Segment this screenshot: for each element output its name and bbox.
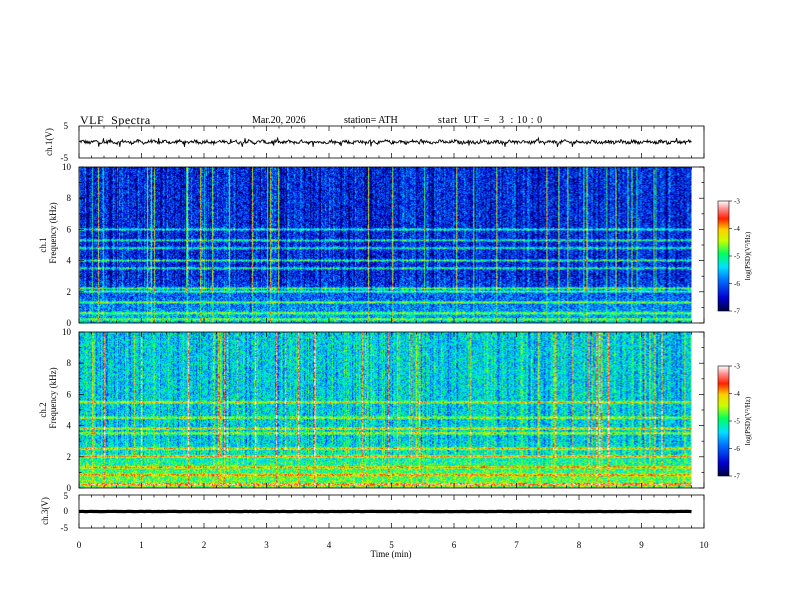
station-label: station= ATH [344, 115, 398, 126]
ch1-spectrogram-ticks [78, 167, 705, 323]
ch2-spectrogram-ticks [78, 332, 705, 488]
ch2-colorbar-ticks: -3 -4 -5 -6 -7 [729, 363, 740, 481]
ch1-ylabel-frequency: Frequency (kHz) [48, 202, 58, 263]
ch1-ylabel: ch.1(V) [44, 128, 54, 156]
ch1-ytick-bottom: -5 [61, 153, 69, 163]
x-tick-label: 3 [264, 540, 269, 550]
ch2-ylabel-frequency: Frequency (kHz) [48, 367, 58, 428]
ch2-colorbar: -3 -4 -5 -6 -7 log(PSD)(V²/Hz) [717, 363, 752, 481]
y-tick-label: 4 [67, 256, 72, 266]
ch1-y-tick-labels: 0 2 4 6 8 10 [62, 162, 704, 328]
start-ut-label: start UT = 3 : 10 : 0 [438, 115, 543, 126]
x-tick-label: 0 [77, 540, 82, 550]
x-tick-label: 5 [389, 540, 394, 550]
ch2-colorbar-label: log(PSD)(V²/Hz) [744, 396, 752, 445]
x-tick-label: 2 [202, 540, 207, 550]
x-tick-label: 1 [139, 540, 144, 550]
y-tick-label: 0 [67, 483, 72, 493]
figure-title: VLF Spectra [80, 113, 151, 127]
ch3-x-ticks [78, 495, 705, 528]
ch2-ylabel-channel: ch.2 [38, 402, 48, 417]
y-tick-label: 8 [67, 358, 72, 368]
x-tick-label: 6 [452, 540, 457, 550]
ch1-colorbar-label: log(PSD)(V²/Hz) [744, 231, 752, 280]
colorbar-tick-label: -5 [734, 253, 740, 261]
y-tick-label: 2 [67, 287, 72, 297]
ch1-spectrogram-panel: 0 2 4 6 8 10 ch.1 Frequency (kHz) [38, 162, 705, 328]
colorbar-tick-label: -7 [734, 308, 740, 316]
ch3-waveform-panel: 5 0 -5 ch.3(V) 0 1 2 3 4 5 6 7 8 9 10 Time (min) [40, 491, 709, 559]
x-axis-tick-labels: 0 1 2 3 4 5 6 7 8 9 10 [77, 540, 709, 550]
ch3-ytick-bottom: -5 [61, 523, 69, 533]
ch1-colorbar-ticks: -3 -4 -5 -6 -7 [729, 198, 740, 316]
y-tick-label: 0 [67, 318, 72, 328]
ch1-spectrogram-image [79, 167, 692, 323]
x-tick-label: 4 [327, 540, 332, 550]
ch1-x-ticks [78, 126, 705, 158]
y-tick-label: 8 [67, 193, 72, 203]
y-tick-label: 6 [67, 224, 72, 234]
ch3-ytick-top: 5 [64, 491, 69, 501]
x-axis-label: Time (min) [371, 549, 412, 559]
ch1-colorbar: -3 -4 -5 -6 -7 log(PSD)(V²/Hz) [717, 198, 752, 316]
y-tick-label: 4 [67, 421, 72, 431]
colorbar-tick-label: -6 [734, 280, 740, 288]
colorbar-tick-label: -4 [734, 390, 740, 398]
y-tick-label: 10 [62, 162, 72, 172]
ch1-waveform-panel: 5 -5 ch.1(V) [44, 121, 705, 163]
y-tick-label: 2 [67, 452, 72, 462]
colorbar-tick-label: -4 [734, 225, 740, 233]
ch2-spectrogram-image [79, 332, 692, 488]
ch2-y-tick-labels: 0 2 4 6 8 10 [62, 327, 704, 493]
ch2-colorbar-gradient [717, 365, 730, 477]
ch3-ylabel: ch.3(V) [40, 497, 50, 525]
colorbar-tick-label: -5 [734, 418, 740, 426]
ch1-ytick-top: 5 [64, 121, 69, 131]
y-tick-label: 10 [62, 327, 72, 337]
colorbar-tick-label: -7 [734, 473, 740, 481]
ch1-ylabel-channel: ch.1 [38, 237, 48, 252]
x-tick-label: 7 [514, 540, 519, 550]
ch1-colorbar-gradient [717, 200, 730, 312]
colorbar-tick-label: -3 [734, 363, 740, 371]
ch1-waveform-line [78, 136, 692, 147]
x-tick-label: 9 [639, 540, 644, 550]
x-tick-label: 10 [700, 540, 710, 550]
colorbar-tick-label: -3 [734, 198, 740, 206]
ch2-spectrogram-panel: 0 2 4 6 8 10 ch.2 Frequency (kHz) [38, 327, 705, 493]
colorbar-tick-label: -6 [734, 445, 740, 453]
y-tick-label: 6 [67, 389, 72, 399]
x-tick-label: 8 [577, 540, 582, 550]
date-label: Mar.20, 2026 [252, 115, 306, 126]
ch3-ytick-mid: 0 [64, 506, 69, 516]
